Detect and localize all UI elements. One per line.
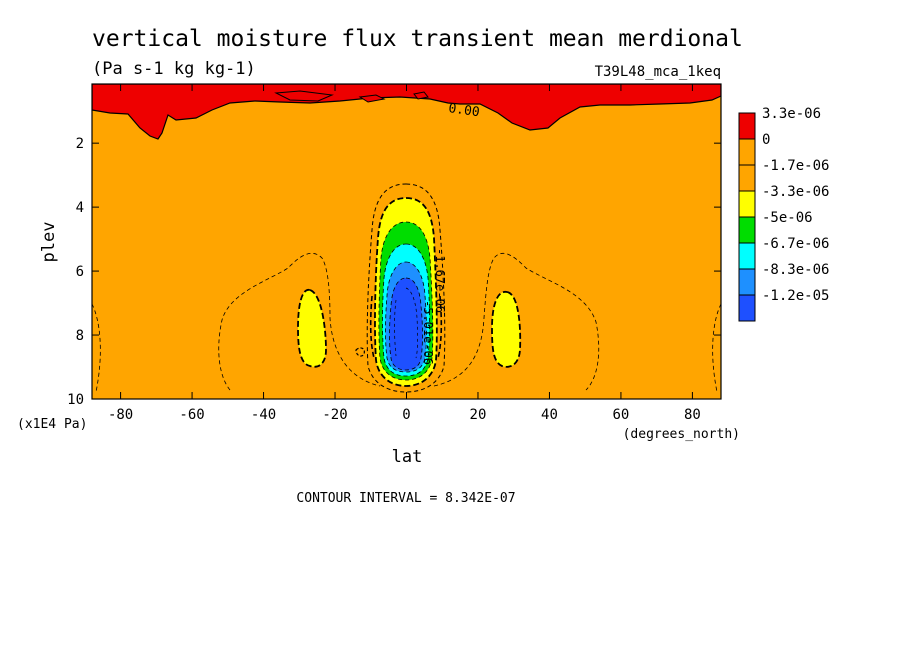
upper-red-blob-c [413, 91, 429, 100]
x-tick-label: -60 [179, 407, 204, 423]
legend-label: -3.3e-06 [762, 184, 829, 200]
x-tick-label: 60 [613, 407, 630, 423]
x-tick-label: 0 [402, 407, 410, 423]
y-tick-label: 4 [76, 200, 84, 216]
upper-red-blob-a [274, 90, 334, 102]
contour-interval-note: CONTOUR INTERVAL = 8.342E-07 [296, 491, 515, 506]
y-tick-label: 6 [76, 264, 84, 280]
legend-label: -5e-06 [762, 210, 813, 226]
y-tick-label: 2 [76, 136, 84, 152]
x-tick-label: 80 [684, 407, 701, 423]
edge-contour-right [712, 303, 721, 393]
legend-swatch [738, 294, 756, 322]
equatorial-inner-contours [394, 287, 419, 359]
equatorial-contour-outer [366, 183, 446, 393]
x-tick-label: -80 [108, 407, 133, 423]
x-tick-label: 40 [541, 407, 558, 423]
chart-subtitle: (Pa s-1 kg kg-1) [92, 59, 256, 79]
contour-label-b: -5.01e-06 [421, 300, 435, 365]
legend-swatch [738, 242, 756, 270]
legend-label: -1.7e-06 [762, 158, 829, 174]
legend-swatch [738, 268, 756, 296]
legend-swatch [738, 138, 756, 166]
y-axis-label: plev [39, 222, 59, 263]
legend-swatch [738, 112, 756, 140]
subtropical-min-south [297, 289, 327, 368]
chart-title: vertical moisture flux transient mean me… [92, 26, 743, 52]
color-legend: 3.3e-06 0 -1.7e-06 -3.3e-06 -5e-06 -6.7e-06 -8… [738, 106, 829, 322]
small-contour-blob [355, 347, 365, 357]
x-axis-ticks: -80 -60 -40 -20 0 20 40 60 80 [108, 84, 701, 423]
subtropical-min-north [491, 291, 522, 368]
legend-swatch [738, 164, 756, 192]
equatorial-flank-contour [369, 295, 443, 359]
legend-label: -8.3e-06 [762, 262, 829, 278]
x-tick-label: -20 [322, 407, 347, 423]
x-tick-label: 20 [470, 407, 487, 423]
contour-label-zero: 0.00 [447, 101, 480, 120]
upper-red-blob-b [358, 94, 386, 103]
run-label: T39L48_mca_1keq [595, 64, 721, 80]
equatorial-level-5 [389, 277, 423, 371]
contour-label-a: -1.67e-06 [433, 248, 447, 313]
legend-label: 0 [762, 132, 770, 148]
legend-label: -6.7e-06 [762, 236, 829, 252]
x-tick-label: -40 [251, 407, 276, 423]
plot-area: 0.00 -1.67e-06 -5.01e-06 [92, 84, 721, 399]
x-axis-units: (degrees_north) [623, 427, 740, 442]
legend-label: -1.2e-05 [762, 288, 829, 304]
y-tick-label: 10 [67, 392, 84, 408]
outer-contour-left [218, 252, 381, 391]
y-axis-ticks: 2 4 6 8 10 [67, 136, 721, 408]
legend-label: 3.3e-06 [762, 106, 821, 122]
upper-positive-band [92, 84, 721, 140]
x-axis-label: lat [392, 447, 423, 467]
outer-contour-right [433, 252, 600, 391]
legend-swatch [738, 216, 756, 244]
y-axis-units: (x1E4 Pa) [17, 417, 87, 432]
legend-swatch [738, 190, 756, 218]
edge-contour-left [92, 303, 101, 393]
y-tick-label: 8 [76, 328, 84, 344]
